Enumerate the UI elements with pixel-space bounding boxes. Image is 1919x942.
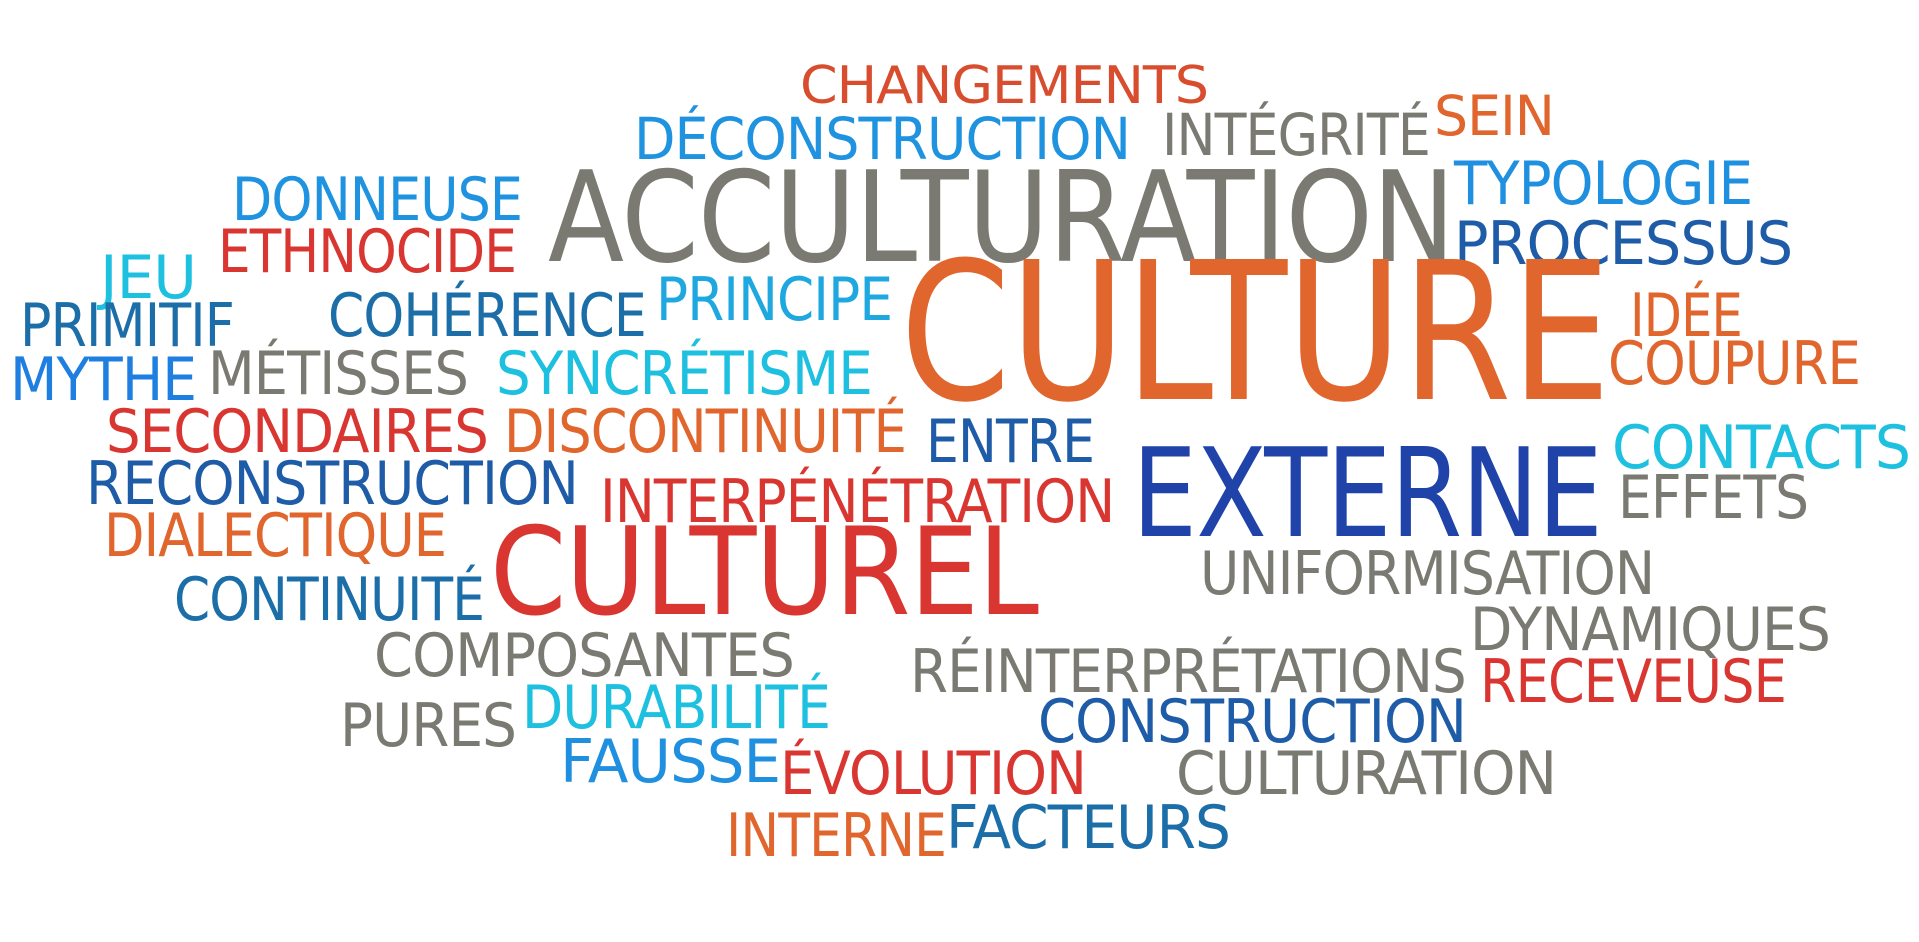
- word-effets: EFFETS: [1618, 463, 1809, 533]
- word-culturel: CULTUREL: [490, 502, 1039, 643]
- word-continuite: CONTINUITÉ: [174, 565, 485, 635]
- word-idee: IDÉE: [1630, 281, 1743, 351]
- word-changements: CHANGEMENTS: [800, 56, 1209, 116]
- word-syncretisme: SYNCRÉTISME: [496, 339, 873, 409]
- word-processus: PROCESSUS: [1454, 209, 1793, 279]
- word-dynamiques: DYNAMIQUES: [1470, 595, 1831, 665]
- word-fausse: FAUSSE: [560, 727, 781, 797]
- word-typologie: TYPOLOGIE: [1454, 149, 1753, 219]
- word-secondaires: SECONDAIRES: [106, 397, 489, 467]
- word-facteurs: FACTEURS: [946, 793, 1231, 863]
- word-receveuse: RECEVEUSE: [1480, 647, 1787, 717]
- word-entre: ENTRE: [926, 407, 1095, 477]
- word-coupure: COUPURE: [1608, 329, 1861, 399]
- word-reinterpretations: RÉINTERPRÉTATIONS: [910, 637, 1467, 707]
- word-donneuse: DONNEUSE: [232, 165, 523, 235]
- word-metisses: MÉTISSES: [208, 339, 469, 409]
- word-contacts: CONTACTS: [1612, 413, 1911, 483]
- word-mythe: MYTHE: [10, 345, 197, 415]
- word-composantes: COMPOSANTES: [374, 621, 795, 691]
- word-pures: PURES: [340, 691, 517, 761]
- word-culturation: CULTURATION: [1176, 739, 1557, 809]
- word-uniformisation: UNIFORMISATION: [1200, 539, 1655, 609]
- word-externe: EXTERNE: [1132, 423, 1603, 566]
- word-primitif: PRIMITIF: [20, 291, 235, 361]
- word-coherence: COHÉRENCE: [328, 281, 647, 351]
- word-integrite: INTÉGRITÉ: [1162, 101, 1431, 169]
- word-evolution: ÉVOLUTION: [780, 739, 1087, 809]
- word-sein: SEIN: [1434, 84, 1555, 148]
- word-dialectique: DIALECTIQUE: [104, 501, 447, 571]
- word-jeu: JEU: [100, 243, 197, 313]
- word-discontinuite: DISCONTINUITÉ: [504, 397, 907, 467]
- word-reconstruction: RECONSTRUCTION: [86, 449, 579, 519]
- word-construction: CONSTRUCTION: [1038, 687, 1467, 757]
- word-principe: PRINCIPE: [656, 265, 893, 335]
- word-interpenetration: INTERPÉNÉTRATION: [600, 467, 1115, 537]
- word-acculturation: ACCULTURATION: [548, 144, 1455, 291]
- word-ethnocide: ETHNOCIDE: [218, 217, 517, 287]
- word-durabilite: DURABILITÉ: [522, 673, 831, 743]
- word-culture: CULTURE: [900, 222, 1611, 445]
- word-deconstruction: DÉCONSTRUCTION: [634, 105, 1131, 173]
- word-interne: INTERNE: [726, 801, 947, 871]
